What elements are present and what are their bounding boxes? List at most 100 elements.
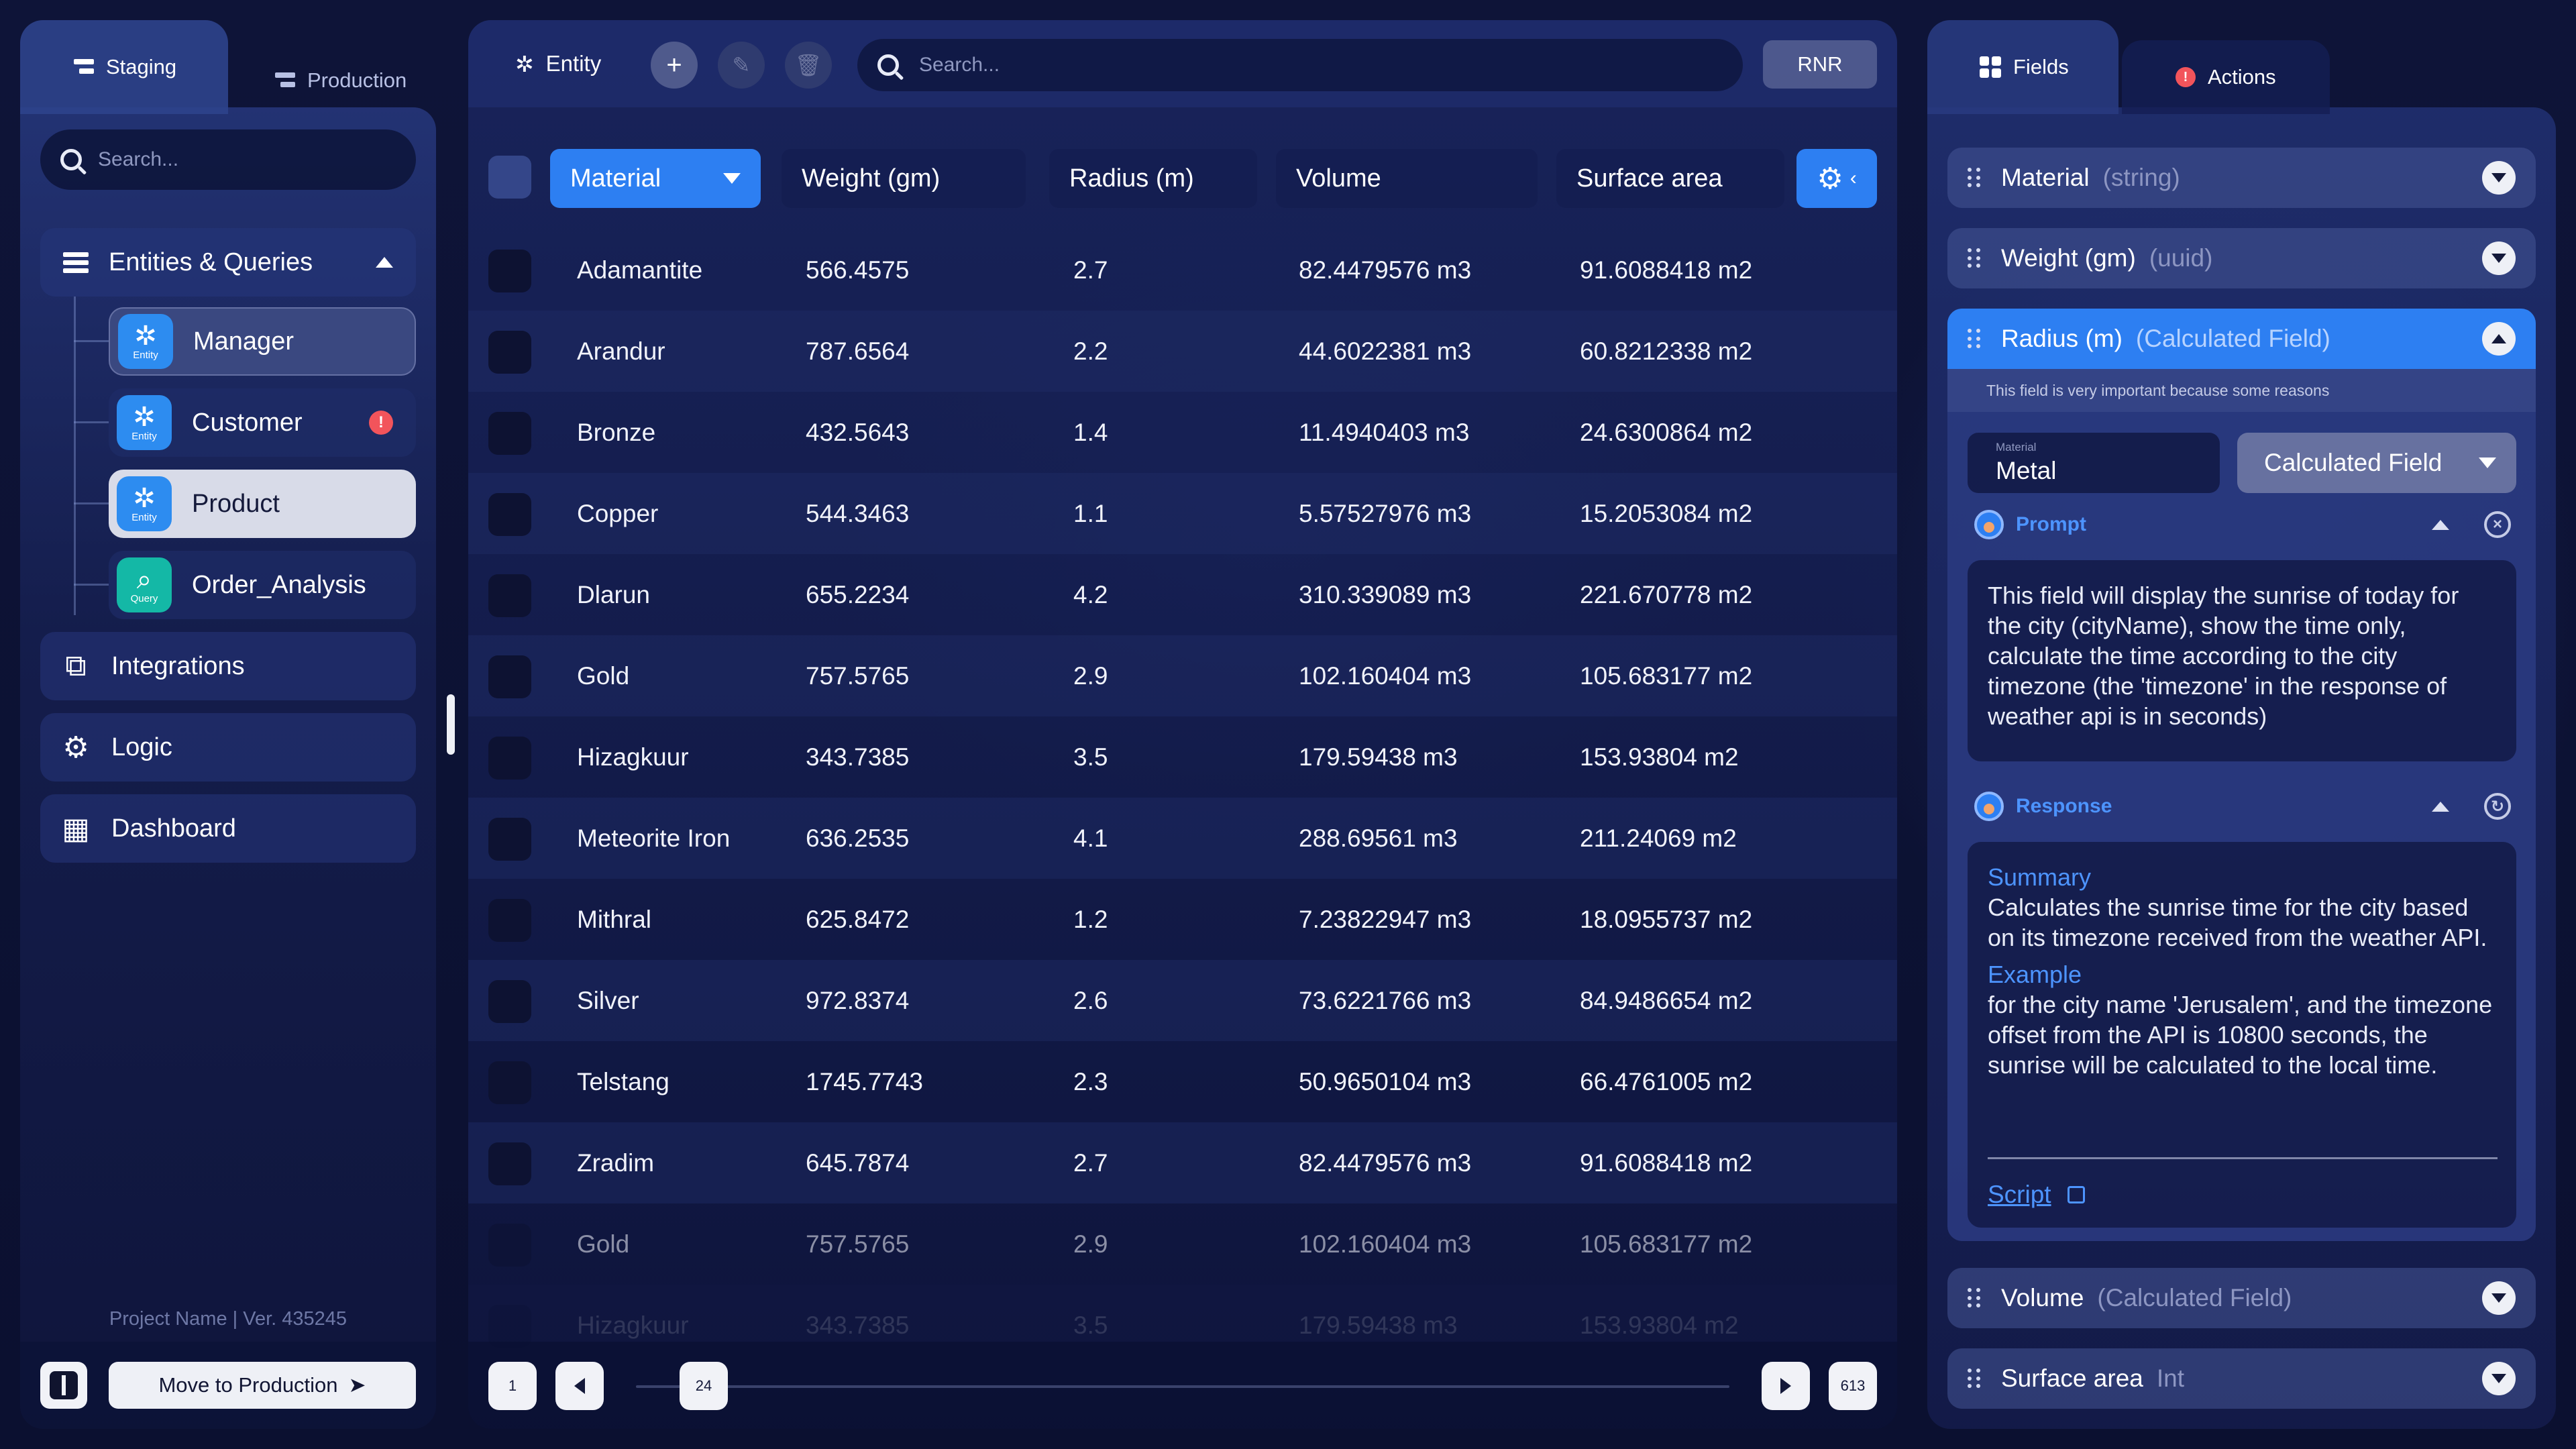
table-row[interactable]: Zradim 645.7874 2.7 82.4479576 m3 91.6088418… — [468, 1122, 1897, 1203]
row-checkbox[interactable] — [488, 1061, 531, 1104]
table-row[interactable]: Gold 757.5765 2.9 102.160404 m3 105.683177 m… — [468, 1203, 1897, 1285]
column-settings-button[interactable]: ⚙ ‹ — [1796, 149, 1877, 208]
edit-button[interactable]: ✎ — [718, 42, 765, 89]
row-checkbox[interactable] — [488, 493, 531, 536]
table-cell: Hizagkuur — [577, 1311, 689, 1339]
last-page-button[interactable]: 613 — [1829, 1362, 1877, 1410]
column-header-volume[interactable]: Volume — [1276, 149, 1538, 208]
row-checkbox[interactable] — [488, 574, 531, 617]
sidebar-item-order-analysis[interactable]: ⌕ Query Order_Analysis — [109, 551, 416, 619]
row-checkbox[interactable] — [488, 980, 531, 1023]
chevron-up-icon — [2491, 334, 2506, 343]
chevron-up-icon[interactable] — [2432, 801, 2449, 812]
move-to-production-button[interactable]: Move to Production ➤ — [109, 1362, 416, 1409]
drag-handle-icon[interactable] — [1968, 329, 1981, 349]
panel-icon — [50, 1371, 78, 1399]
column-header-weight[interactable]: Weight (gm) — [782, 149, 1026, 208]
table-row[interactable]: Copper 544.3463 1.1 5.57527976 m3 15.2053084… — [468, 473, 1897, 554]
row-checkbox[interactable] — [488, 250, 531, 292]
prompt-text[interactable]: This field will display the sunrise of t… — [1968, 560, 2516, 761]
drag-handle-icon[interactable] — [1968, 168, 1981, 188]
tree-branch — [74, 584, 109, 586]
delete-button[interactable]: 🗑 — [785, 42, 832, 89]
table-row[interactable]: Adamantite 566.4575 2.7 82.4479576 m3 91.608… — [468, 229, 1897, 311]
table-row[interactable]: Telstang 1745.7743 2.3 50.9650104 m3 66.4761… — [468, 1041, 1897, 1122]
sidebar-resize-handle[interactable] — [447, 694, 455, 755]
sidebar-item-product[interactable]: ✲ Entity Product — [109, 470, 416, 538]
tab-actions[interactable]: ! Actions — [2122, 40, 2330, 114]
drag-handle-icon[interactable] — [1968, 248, 1981, 268]
table-cell: 24.6300864 m2 — [1580, 419, 1753, 446]
table-row[interactable]: Hizagkuur 343.7385 3.5 179.59438 m3 153.9380… — [468, 716, 1897, 798]
table-row[interactable]: Mithral 625.8472 1.2 7.23822947 m3 18.095573… — [468, 879, 1897, 960]
drag-handle-icon[interactable] — [1968, 1368, 1981, 1389]
page-slider-thumb[interactable]: 24 — [680, 1362, 728, 1410]
row-checkbox[interactable] — [488, 331, 531, 374]
tab-staging[interactable]: Staging — [20, 20, 228, 114]
expand-button[interactable] — [2482, 241, 2516, 275]
sidebar-item-logic[interactable]: ⚙ Logic — [40, 713, 416, 782]
rnr-button[interactable]: RNR — [1763, 40, 1877, 89]
table-row[interactable]: Meteorite Iron 636.2535 4.1 288.69561 m3 211… — [468, 798, 1897, 879]
row-checkbox[interactable] — [488, 412, 531, 455]
tab-staging-label: Staging — [106, 55, 177, 78]
collapse-button[interactable] — [2482, 322, 2516, 356]
field-type-select[interactable]: Calculated Field — [2237, 433, 2516, 493]
drag-handle-icon[interactable] — [1968, 1288, 1981, 1308]
sidebar-item-dashboard[interactable]: ▦ Dashboard — [40, 794, 416, 863]
toggle-panel-button[interactable] — [40, 1362, 87, 1409]
sidebar-search-input[interactable]: Search... — [40, 129, 416, 190]
row-checkbox[interactable] — [488, 818, 531, 861]
script-link[interactable]: Script — [1988, 1181, 2085, 1209]
next-page-button[interactable] — [1762, 1362, 1810, 1410]
first-page-button[interactable]: 1 — [488, 1362, 537, 1410]
select-all-checkbox[interactable] — [488, 156, 531, 199]
expand-button[interactable] — [2482, 161, 2516, 195]
sidebar-item-integrations[interactable]: ⧉ Integrations — [40, 632, 416, 700]
refresh-icon[interactable]: ↻ — [2484, 793, 2511, 820]
entity-selector[interactable]: ✲ Entity — [515, 47, 601, 80]
row-checkbox[interactable] — [488, 1142, 531, 1185]
divider — [1988, 1157, 2498, 1159]
row-checkbox[interactable] — [488, 1305, 531, 1348]
table-row[interactable]: Bronze 432.5643 1.4 11.4940403 m3 24.6300864… — [468, 392, 1897, 473]
material-field[interactable]: Material Metal — [1968, 433, 2220, 493]
tab-fields[interactable]: Fields — [1927, 20, 2118, 114]
field-row-weight[interactable]: Weight (gm) (uuid) — [1947, 228, 2536, 288]
table-cell: 636.2535 — [806, 824, 910, 852]
prev-page-button[interactable] — [555, 1362, 604, 1410]
column-header-material[interactable]: Material — [550, 149, 761, 208]
field-row-radius[interactable]: Radius (m) (Calculated Field) — [1947, 309, 2536, 369]
table-row[interactable]: Dlarun 655.2234 4.2 310.339089 m3 221.670778… — [468, 554, 1897, 635]
row-checkbox[interactable] — [488, 899, 531, 942]
stack-icon — [74, 58, 94, 76]
entities-queries-group[interactable]: Entities & Queries — [40, 228, 416, 297]
field-row-surface-area[interactable]: Surface area Int — [1947, 1348, 2536, 1409]
tab-production[interactable]: Production — [235, 34, 436, 127]
collapse-caret-icon[interactable] — [376, 257, 393, 268]
expand-button[interactable] — [2482, 1281, 2516, 1315]
table-row[interactable]: Silver 972.8374 2.6 73.6221766 m3 84.9486654… — [468, 960, 1897, 1041]
expand-button[interactable] — [2482, 1362, 2516, 1395]
row-checkbox[interactable] — [488, 737, 531, 780]
table-cell: 432.5643 — [806, 419, 910, 446]
table-cell: Bronze — [577, 419, 656, 446]
table-cell: Dlarun — [577, 581, 650, 608]
row-checkbox[interactable] — [488, 655, 531, 698]
close-icon[interactable]: × — [2484, 511, 2511, 538]
table-search-input[interactable]: Search... — [857, 39, 1743, 91]
page-slider-track[interactable] — [636, 1385, 1729, 1388]
table-row[interactable]: Gold 757.5765 2.9 102.160404 m3 105.683177 m… — [468, 635, 1897, 716]
field-name: Volume — [2001, 1284, 2084, 1311]
field-row-volume[interactable]: Volume (Calculated Field) — [1947, 1268, 2536, 1328]
column-header-surface-area[interactable]: Surface area — [1556, 149, 1784, 208]
sidebar-item-customer[interactable]: ✲ Entity Customer ! — [109, 388, 416, 457]
table-cell: 44.6022381 m3 — [1299, 337, 1472, 365]
row-checkbox[interactable] — [488, 1224, 531, 1267]
table-row[interactable]: Arandur 787.6564 2.2 44.6022381 m3 60.821233… — [468, 311, 1897, 392]
field-row-material[interactable]: Material (string) — [1947, 148, 2536, 208]
column-header-radius[interactable]: Radius (m) — [1049, 149, 1257, 208]
add-button[interactable]: + — [651, 42, 698, 89]
sidebar-item-manager[interactable]: ✲ Entity Manager — [109, 307, 416, 376]
chevron-up-icon[interactable] — [2432, 519, 2449, 530]
